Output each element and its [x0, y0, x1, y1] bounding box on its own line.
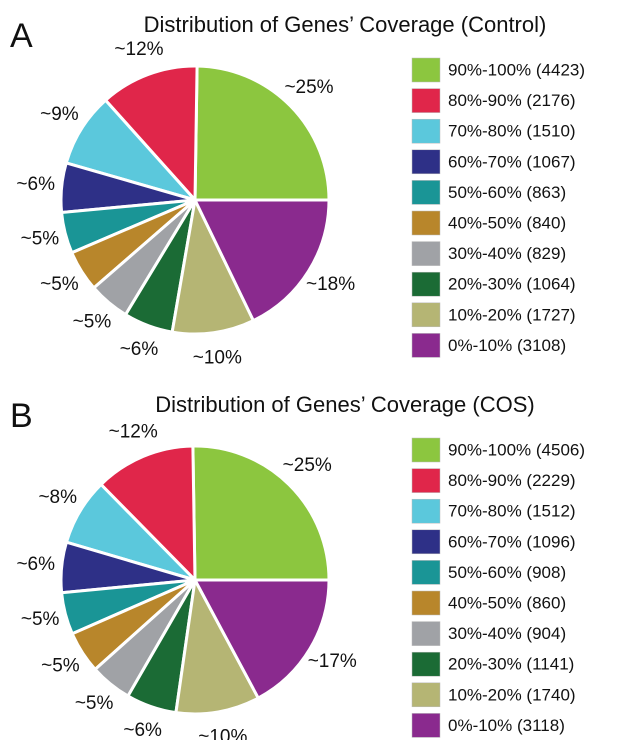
- pie-slice: [98, 444, 197, 584]
- pie-slice: [174, 575, 261, 716]
- legend-label: 90%-100% (4423): [448, 60, 585, 79]
- legend-label: 20%-30% (1064): [448, 275, 576, 294]
- slice-label: ~5%: [40, 274, 79, 295]
- legend-swatch: [411, 529, 441, 555]
- legend-swatch: [411, 210, 441, 236]
- slice-label: ~12%: [114, 39, 163, 60]
- slice-label: ~10%: [193, 347, 242, 368]
- legend-label: 40%-50% (840): [448, 213, 566, 232]
- legend-label: 80%-90% (2229): [448, 471, 576, 490]
- pie-slice: [170, 195, 256, 336]
- legend-label: 0%-10% (3118): [448, 716, 565, 735]
- legend-swatch: [411, 498, 441, 524]
- slice-label: ~5%: [41, 656, 80, 677]
- legend-label: 60%-70% (1096): [448, 532, 576, 551]
- legend-label: 30%-40% (829): [448, 244, 566, 263]
- panel-label: B: [10, 397, 33, 435]
- legend-swatch: [411, 590, 441, 616]
- slice-label: ~25%: [284, 77, 333, 98]
- slice-label: ~25%: [283, 455, 332, 476]
- slice-label: ~8%: [38, 487, 77, 508]
- slice-label: ~10%: [198, 727, 247, 740]
- pie-slice: [193, 64, 331, 202]
- legend-swatch: [411, 57, 441, 83]
- legend-swatch: [411, 118, 441, 144]
- legend-label: 30%-40% (904): [448, 624, 566, 643]
- slice-label: ~5%: [21, 609, 60, 630]
- legend-swatch: [411, 682, 441, 708]
- legend-label: 20%-30% (1141): [448, 655, 574, 674]
- slice-label: ~6%: [123, 720, 162, 740]
- legend-label: 50%-60% (908): [448, 563, 566, 582]
- slice-label: ~6%: [120, 339, 159, 360]
- legend-swatch: [411, 241, 441, 266]
- chart-title: Distribution of Genes’ Coverage (Control…: [144, 12, 547, 37]
- slice-label: ~18%: [306, 274, 355, 295]
- legend-label: 0%-10% (3108): [448, 336, 566, 355]
- legend-swatch: [411, 149, 441, 175]
- panel-label: A: [10, 17, 33, 55]
- legend-swatch: [411, 713, 441, 738]
- legend-swatch: [411, 651, 441, 677]
- legend-label: 80%-90% (2176): [448, 91, 576, 110]
- legend-swatch: [411, 560, 441, 585]
- legend-swatch: [411, 302, 441, 328]
- legend-swatch: [411, 88, 441, 113]
- pie-slice: [192, 578, 331, 701]
- legend-swatch: [411, 180, 441, 205]
- legend-label: 10%-20% (1740): [448, 685, 576, 704]
- legend-label: 50%-60% (863): [448, 183, 566, 202]
- chart-title: Distribution of Genes’ Coverage (COS): [155, 392, 534, 417]
- legend-label: 40%-50% (860): [448, 593, 566, 612]
- legend-label: 70%-80% (1510): [448, 122, 576, 141]
- slice-label: ~5%: [73, 311, 112, 332]
- slice-label: ~9%: [40, 104, 79, 125]
- slice-label: ~12%: [109, 421, 158, 442]
- slice-label: ~17%: [308, 651, 357, 672]
- legend-label: 70%-80% (1512): [448, 502, 576, 521]
- legend-swatch: [411, 468, 441, 493]
- pie-slice: [192, 198, 331, 323]
- slice-label: ~6%: [16, 174, 55, 195]
- legend-swatch: [411, 621, 441, 646]
- legend-label: 60%-70% (1067): [448, 152, 576, 171]
- pie-slice: [191, 444, 331, 582]
- legend-swatch: [411, 271, 441, 297]
- slice-label: ~5%: [21, 228, 60, 249]
- legend-swatch: [411, 437, 441, 463]
- pie-slice: [103, 64, 199, 204]
- slice-label: ~6%: [16, 554, 55, 575]
- legend-label: 10%-20% (1727): [448, 305, 576, 324]
- legend-swatch: [411, 333, 441, 358]
- legend-label: 90%-100% (4506): [448, 440, 585, 459]
- slice-label: ~5%: [75, 693, 114, 714]
